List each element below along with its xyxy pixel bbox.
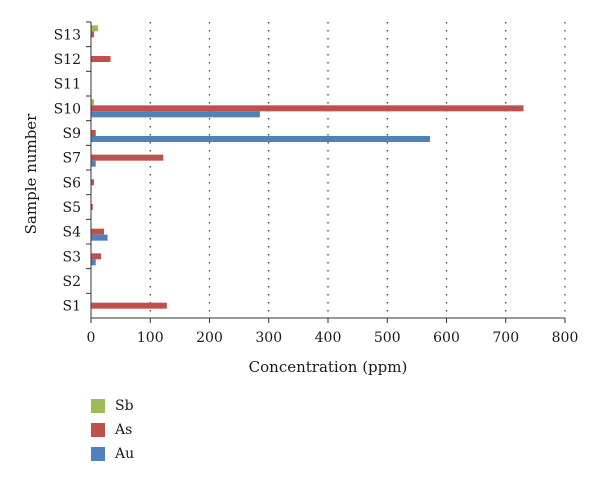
bar-au-s9 [91,136,430,142]
bar-au-s7 [91,160,96,167]
x-tick-label-100: 100 [137,330,164,346]
legend-label-as: As [115,422,133,438]
legend-label-sb: Sb [115,398,134,414]
x-axis-title: Concentration (ppm) [249,358,408,376]
y-tick-label-S11: S11 [54,77,81,93]
legend: Sb As Au [91,394,134,466]
bars [91,25,524,309]
bar-as-s4 [91,228,105,235]
y-axis-title: Sample number [22,113,40,235]
bar-as-s1 [91,302,167,309]
bar-as-s7 [91,154,164,161]
x-tick-label-400: 400 [315,330,342,346]
bar-as-s9 [91,130,96,136]
y-tick-label-S1: S1 [63,299,82,315]
bar-as-s12 [91,56,111,62]
y-tick-label-S4: S4 [63,225,82,241]
y-tick-label-S5: S5 [63,200,82,216]
x-tick-label-0: 0 [87,330,96,346]
legend-swatch-as [91,423,105,437]
x-tick-label-800: 800 [552,330,579,346]
y-tick-label-S13: S13 [54,27,81,43]
x-tick-label-300: 300 [255,330,282,346]
y-tick-label-S9: S9 [63,126,82,142]
legend-swatch-au [91,447,105,461]
y-tick-label-S10: S10 [54,101,81,117]
y-tick-label-S12: S12 [54,52,81,68]
legend-item-au: Au [91,442,134,466]
x-tick-label-500: 500 [374,330,401,346]
bar-as-s3 [91,253,102,260]
legend-swatch-sb [91,399,105,413]
legend-item-sb: Sb [91,394,134,418]
y-tick-label-S7: S7 [63,151,82,167]
legend-label-au: Au [115,446,135,462]
y-tick-label-S2: S2 [63,274,82,290]
y-tick-label-S3: S3 [63,249,82,265]
x-tick-label-700: 700 [492,330,519,346]
bar-as-s5 [91,204,93,210]
tick-labels: 0 100 200 300 400 500 600 700 800 S1 S2 S3 S4 S5 S6 S7 S… [54,27,579,346]
bar-chart: 0 100 200 300 400 500 600 700 800 S1 S2 S3 S4 S5 S6 S7 S… [22,21,579,376]
bar-sb-s13 [91,25,99,32]
legend-item-as: As [91,418,134,442]
bar-as-s10 [91,105,524,112]
gridlines [149,22,566,318]
bar-au-s3 [91,259,96,266]
y-tick-label-S6: S6 [63,175,82,191]
bar-au-s4 [91,234,108,241]
bar-sb-s10 [91,99,94,106]
x-tick-label-600: 600 [433,330,460,346]
axes [86,21,566,323]
x-tick-label-200: 200 [196,330,223,346]
bar-as-s13 [91,31,94,38]
bar-as-s6 [91,179,94,186]
bar-au-s10 [91,111,260,118]
